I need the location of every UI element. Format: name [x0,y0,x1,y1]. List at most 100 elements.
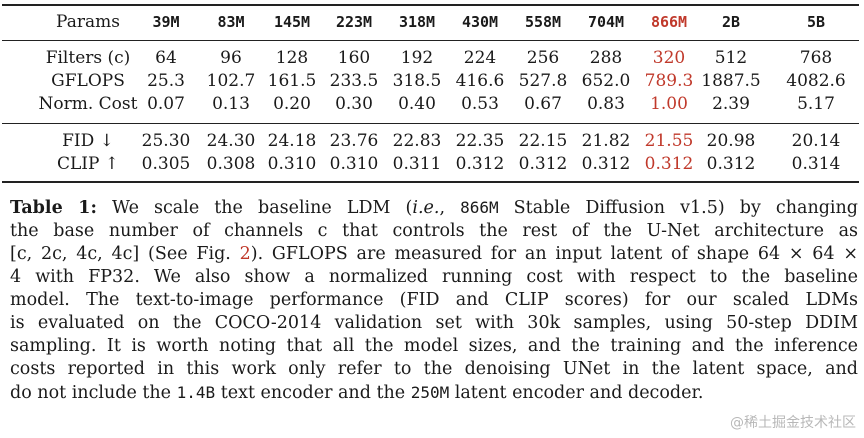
table-cell: 0.67 [524,94,562,114]
table-cell: 0.312 [455,154,505,174]
header-model-size: 2B [721,13,741,31]
figure-ref-link[interactable]: 2 [239,244,251,264]
table-cell: 288 [589,48,623,68]
row-label: FID ↓ [62,131,114,151]
table-cell: 20.98 [706,131,756,151]
table-cell: 0.310 [329,154,379,174]
table-cell: 0.13 [212,94,250,114]
table-cell: 318.5 [392,71,442,91]
table-cell: 20.14 [791,131,841,151]
table-cell: 160 [337,48,371,68]
table-cell: 0.310 [267,154,317,174]
header-model-size: 223M [335,13,373,31]
table-cell: 25.30 [141,131,191,151]
header-model-size: 558M [524,13,562,31]
caption-latent-encoder-size: 250M [410,383,450,402]
table-cell: 96 [220,48,242,68]
table-cell: 0.308 [206,154,256,174]
table-cell: 652.0 [581,71,631,91]
caption-text-encoder-size: 1.4B [176,383,216,402]
table-cell: 0.305 [141,154,191,174]
caption-line-1: Table 1: We scale the baseline LDM (i.e.… [10,196,858,220]
table-cell: 0.311 [392,154,442,174]
header-model-size: 704M [587,13,625,31]
caption-line-7: sampling. It is worth noting that all th… [10,336,858,356]
header-model-size: 39M [152,13,180,31]
caption-line-2: the base number of channels c that contr… [10,221,858,241]
table-cell: 224 [463,48,497,68]
table-cell: 768 [799,48,833,68]
table-cell: 0.07 [147,94,185,114]
row-label: Norm. Cost [38,94,138,114]
caption-label: Table 1: [10,198,97,218]
header-model-size: 430M [461,13,499,31]
table-cell: 5.17 [797,94,835,114]
caption-text: text encoder and the [215,383,411,403]
caption-line-4: 4 with FP32. We also show a normalized r… [10,267,858,287]
table-cell: 64 [155,48,177,68]
caption-ie: i.e. [412,198,440,218]
table-cell: 161.5 [267,71,317,91]
header-model-size: 5B [806,13,826,31]
header-model-size: 318M [398,13,436,31]
table-cell: 0.83 [587,94,625,114]
table-cell: 0.312 [706,154,756,174]
table-cell: 0.312 [518,154,568,174]
table-bottom-rule [2,181,859,183]
table-cell: 23.76 [329,131,379,151]
table-cell: 0.314 [791,154,841,174]
table-cell: 1.00 [650,94,688,114]
table-cell: 21.82 [581,131,631,151]
row-label: Filters (c) [45,48,131,68]
table-cell: 24.30 [206,131,256,151]
table-cell: 4082.6 [786,71,846,91]
table-cell: 416.6 [455,71,505,91]
table-cell: 0.30 [335,94,373,114]
table-cell: 128 [275,48,309,68]
caption-line-3: [c, 2c, 4c, 4c] (See Fig. 2). GFLOPS are… [10,243,858,266]
table-cell: 22.15 [518,131,568,151]
header-model-size: 145M [273,13,311,31]
table-cell: 233.5 [329,71,379,91]
table-cell: 789.3 [644,71,694,91]
table-cell: 0.20 [273,94,311,114]
table-cell: 21.55 [644,131,694,151]
table-cell: 0.312 [644,154,694,174]
table-top-rule [2,4,859,6]
caption-text: We scale the baseline LDM ( [96,198,413,218]
table-header-rule [2,40,859,41]
table-cell: 24.18 [267,131,317,151]
table-cell: 512 [714,48,748,68]
table-cell: 1887.5 [701,71,761,91]
table-cell: 0.53 [461,94,499,114]
table-cell: 102.7 [206,71,256,91]
caption-model-size: 866M [460,198,499,217]
caption-text: [c, 2c, 4c, 4c] (See Fig. [10,244,240,264]
caption-text: ). GFLOPS are measured for an input late… [250,244,859,264]
table-cell: 22.83 [392,131,442,151]
watermark: @稀土掘金技术社区 [730,415,856,431]
caption-text: Stable Diffusion v1.5) by changing [498,198,858,218]
caption-text: , [439,198,461,218]
table-cell: 527.8 [518,71,568,91]
table-cell: 0.40 [398,94,436,114]
table-cell: 25.3 [147,71,185,91]
row-label: GFLOPS [51,71,125,91]
table-cell: 320 [652,48,686,68]
header-model-size: 866M [650,13,688,31]
caption-text: do not include the [10,383,177,403]
caption-line-5: model. The text-to-image performance (FI… [10,290,858,310]
header-params: Params [56,12,120,32]
header-model-size: 83M [217,13,245,31]
row-label: CLIP ↑ [56,154,120,174]
caption-line-9: do not include the 1.4B text encoder and… [10,381,858,405]
table-cell: 22.35 [455,131,505,151]
caption-line-8: costs reported in this work only refer t… [10,359,858,379]
table-cell: 192 [400,48,434,68]
table-caption: Table 1: We scale the baseline LDM (i.e.… [10,196,858,405]
caption-line-6: is evaluated on the COCO-2014 validation… [10,313,858,333]
table-mid-rule [2,123,859,124]
table-cell: 0.312 [581,154,631,174]
caption-text: latent encoder and decoder. [449,383,704,403]
table-cell: 256 [526,48,560,68]
